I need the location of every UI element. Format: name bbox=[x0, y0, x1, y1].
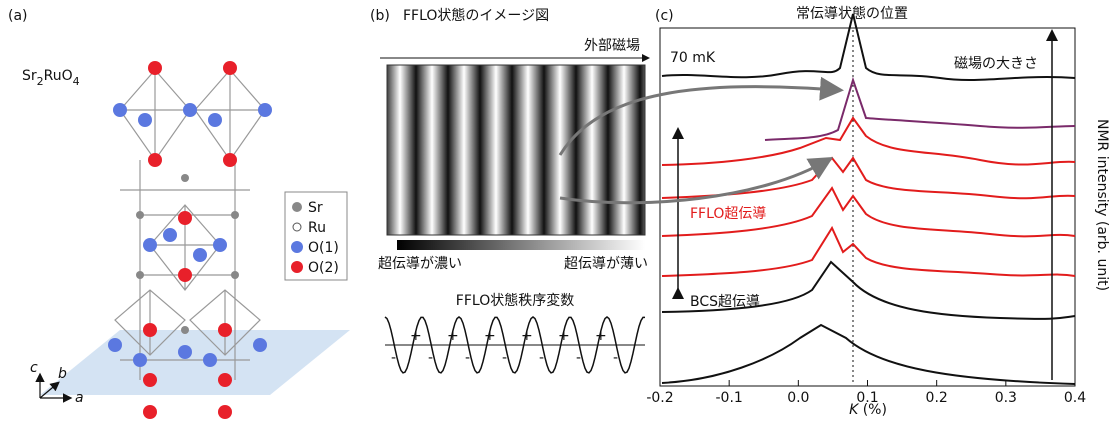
x-tick-label: -0.1 bbox=[716, 390, 743, 406]
sign-minus: - bbox=[391, 350, 396, 366]
temperature: 70 mK bbox=[670, 50, 716, 66]
order-signs: -+-+-+-+-+-+- bbox=[391, 328, 618, 366]
panel-label: (b) bbox=[370, 8, 390, 24]
gradient-bar bbox=[397, 240, 645, 250]
field-size: 磁場の大きさ bbox=[954, 56, 1038, 72]
formula-sub: 2 bbox=[37, 75, 44, 88]
field-label: 外部磁場 bbox=[584, 38, 640, 54]
formula-part: Sr bbox=[22, 68, 37, 84]
formula: Sr2RuO4 bbox=[22, 68, 80, 88]
legend-swatch bbox=[291, 261, 303, 273]
axis-letter: b bbox=[58, 366, 67, 382]
y-axis-label: NMR intensity (arb. unit) bbox=[1094, 119, 1110, 291]
axis-letter: a bbox=[75, 390, 84, 406]
axis-letter: c bbox=[30, 360, 38, 376]
sign-plus: + bbox=[410, 328, 422, 344]
scale-label: 超伝導が薄い bbox=[564, 256, 648, 272]
sign-minus: - bbox=[539, 350, 544, 366]
sign-minus: - bbox=[465, 350, 470, 366]
spectrum bbox=[662, 262, 1075, 319]
sign-plus: + bbox=[595, 328, 607, 344]
spectrum bbox=[662, 325, 1075, 384]
legend-entry: Sr bbox=[308, 200, 323, 216]
x-tick-label: 0.3 bbox=[995, 390, 1017, 406]
sign-plus: + bbox=[521, 328, 533, 344]
bcs-label: BCS超伝導 bbox=[690, 294, 760, 310]
formula-sub: 4 bbox=[73, 75, 80, 88]
panel-label: (c) bbox=[655, 8, 674, 24]
x-tick-label: 0.1 bbox=[856, 390, 878, 406]
legend-swatch bbox=[292, 202, 302, 212]
x-tick-label: 0.0 bbox=[787, 390, 809, 406]
x-ticks: -0.2 -0.1 0.0 0.1 0.2 0.3 0.4 bbox=[646, 380, 1086, 406]
plane bbox=[40, 330, 350, 395]
fflo-stripes bbox=[387, 65, 645, 235]
legend-swatch bbox=[291, 241, 303, 253]
legend-entry: Ru bbox=[308, 220, 326, 236]
formula-part: RuO bbox=[44, 68, 73, 84]
panel-label: (a) bbox=[8, 8, 28, 24]
sign-plus: + bbox=[447, 328, 459, 344]
sign-plus: + bbox=[558, 328, 570, 344]
figure: (a) Sr2RuO4 Sr Ru O(1) O(2) c b a (b) FF… bbox=[0, 0, 1113, 420]
sign-minus: - bbox=[576, 350, 581, 366]
legend-entry: O(2) bbox=[308, 260, 339, 276]
x-tick-label: 0.4 bbox=[1064, 390, 1086, 406]
sign-minus: - bbox=[613, 350, 618, 366]
sign-minus: - bbox=[428, 350, 433, 366]
fflo-label: FFLO超伝導 bbox=[690, 206, 766, 222]
spectrum bbox=[662, 118, 1075, 165]
sign-minus: - bbox=[502, 350, 507, 366]
panel-title: FFLO状態のイメージ図 bbox=[403, 8, 549, 24]
sign-plus: + bbox=[484, 328, 496, 344]
order-title: FFLO状態秩序変数 bbox=[456, 292, 574, 309]
scale-label: 超伝導が濃い bbox=[378, 256, 462, 272]
x-tick-label: -0.2 bbox=[646, 390, 673, 406]
legend-entry: O(1) bbox=[308, 240, 339, 256]
x-tick-label: 0.2 bbox=[926, 390, 948, 406]
legend-swatch bbox=[293, 223, 301, 231]
